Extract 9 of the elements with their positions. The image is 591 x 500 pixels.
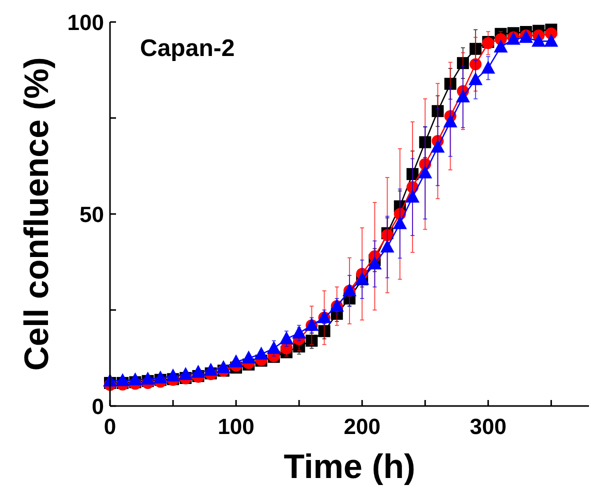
text: Capan-2 [140, 35, 235, 62]
x-tick-label: 300 [470, 414, 507, 439]
y-tick-label: 0 [92, 394, 104, 419]
x-axis-title: Time (h) [284, 448, 416, 486]
x-tick-label: 100 [218, 414, 254, 439]
y-axis-title: Cell confluence (%) [18, 57, 56, 371]
y-tick-label: 50 [80, 202, 104, 227]
y-tick-label: 100 [67, 10, 104, 35]
x-tick-label: 200 [344, 414, 380, 439]
